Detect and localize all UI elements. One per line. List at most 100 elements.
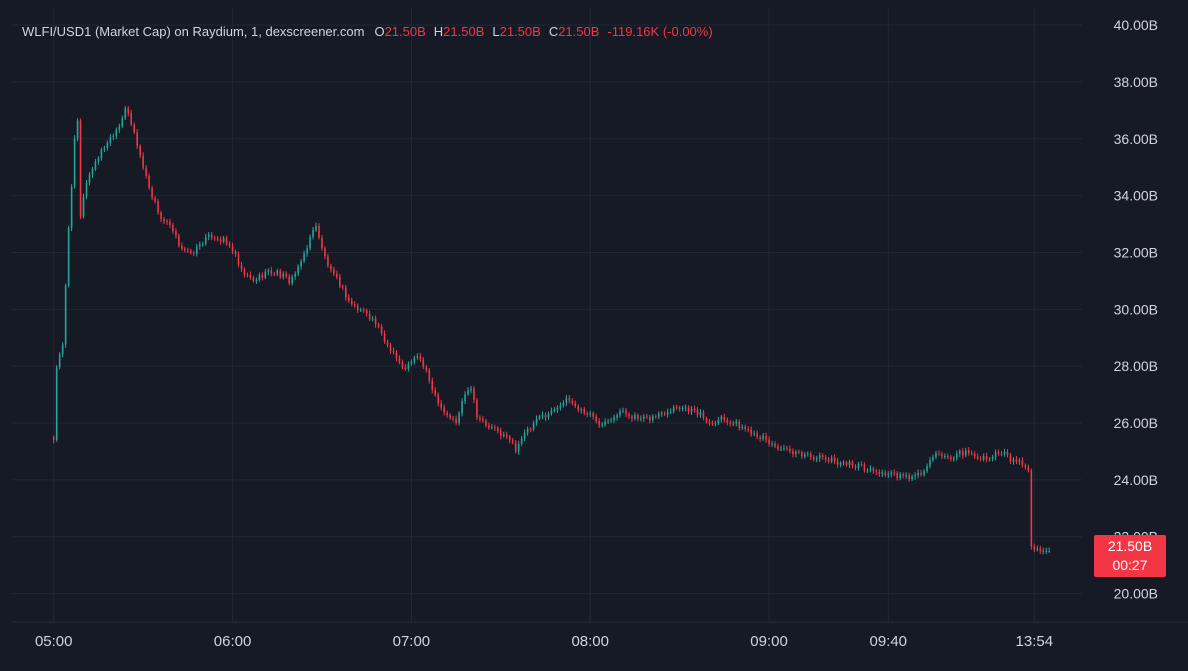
candle-body	[780, 448, 782, 450]
candle-body	[330, 265, 332, 270]
time-axis[interactable]: 05:00 06:00 07:00 08:00 09:00 09:40 13:54	[35, 633, 1053, 650]
candle-body	[303, 253, 305, 262]
candle-body	[73, 138, 76, 187]
y-tick-label: 26.00B	[1114, 415, 1158, 431]
symbol-label: WLFI/USD1 (Market Cap) on Raydium, 1, de…	[22, 24, 365, 39]
candle-body	[306, 248, 308, 254]
candle-body	[491, 427, 493, 429]
candle-body	[932, 457, 934, 461]
candle-body	[431, 380, 434, 390]
candle-body	[699, 411, 702, 416]
candle-body	[276, 270, 279, 275]
candle-body	[243, 269, 246, 275]
candle-body	[467, 390, 469, 395]
candle-body	[207, 234, 210, 237]
candle-body	[953, 458, 955, 460]
candle-body	[970, 453, 973, 455]
candle-body	[887, 474, 890, 476]
candle-body	[979, 458, 982, 460]
candle-body	[398, 357, 401, 363]
candle-body	[1024, 465, 1027, 468]
candle-body	[950, 457, 952, 460]
candle-body	[380, 326, 383, 334]
x-tick-label: 09:40	[869, 633, 907, 650]
candle-body	[798, 451, 800, 453]
candle-body	[297, 266, 299, 274]
candle-body	[738, 421, 741, 428]
x-tick-label: 08:00	[571, 633, 609, 650]
candle-body	[923, 471, 925, 475]
low-label: L	[492, 24, 500, 39]
price-axis[interactable]: 40.00B 38.00B 36.00B 34.00B 32.00B 30.00B 28.0…	[1114, 17, 1158, 602]
candle-body	[747, 429, 749, 431]
candle-body	[237, 254, 240, 265]
y-tick-label: 38.00B	[1114, 74, 1158, 90]
candle-body	[356, 305, 359, 311]
candle-body	[672, 407, 675, 412]
candle-body	[532, 423, 535, 430]
candle-body	[115, 129, 118, 137]
candle-body	[169, 221, 171, 226]
candle-body	[812, 457, 815, 460]
candle-body	[637, 415, 639, 419]
candle-body	[976, 456, 979, 459]
candle-body	[443, 407, 445, 413]
candle-body	[109, 136, 112, 143]
candle-body	[675, 407, 678, 409]
candle-body	[809, 453, 812, 458]
candle-body	[905, 475, 907, 477]
candle-body	[565, 398, 568, 403]
candle-body	[875, 470, 878, 472]
candle-body	[678, 407, 681, 409]
candle-body	[410, 361, 413, 364]
candle-body	[488, 425, 490, 428]
x-tick-label: 06:00	[214, 633, 252, 650]
candle-body	[365, 310, 368, 314]
candle-body	[610, 420, 612, 422]
candle-body	[616, 415, 618, 418]
candle-body	[753, 433, 755, 435]
low-value: 21.50B	[499, 24, 541, 39]
y-tick-label: 40.00B	[1114, 17, 1158, 33]
candle-body	[541, 414, 544, 417]
candle-body	[711, 423, 714, 425]
candle-body	[973, 453, 976, 457]
candle-body	[309, 236, 311, 249]
candle-body	[64, 285, 67, 345]
candle-body	[234, 251, 237, 255]
candle-body	[508, 436, 511, 441]
candle-body	[833, 457, 836, 462]
candle-body	[210, 234, 213, 238]
candle-body	[702, 411, 705, 419]
candle-body	[145, 167, 147, 176]
candle-body	[991, 456, 994, 460]
candle-body	[219, 239, 222, 242]
candle-body	[353, 304, 356, 306]
candle-body	[592, 413, 594, 417]
candle-body	[151, 187, 153, 198]
x-tick-label: 05:00	[35, 633, 73, 650]
candle-body	[1042, 550, 1045, 552]
candle-body	[741, 426, 744, 428]
candle-body	[652, 416, 654, 421]
candle-body	[854, 466, 857, 468]
candle-body	[470, 388, 472, 391]
candle-body	[857, 464, 860, 468]
candle-body	[195, 246, 198, 254]
candle-body	[824, 457, 827, 460]
candle-body	[705, 418, 708, 422]
x-tick-label: 09:00	[750, 633, 788, 650]
candle-body	[231, 245, 234, 252]
candle-body	[392, 350, 395, 353]
candle-body	[264, 271, 267, 278]
y-tick-label: 20.00B	[1114, 586, 1158, 602]
candle-body	[526, 429, 529, 433]
candle-body	[79, 120, 82, 217]
candle-body	[345, 287, 347, 298]
candle-body	[836, 461, 839, 465]
candle-body	[628, 414, 630, 417]
candle-body	[404, 367, 407, 369]
high-label: H	[433, 24, 444, 39]
